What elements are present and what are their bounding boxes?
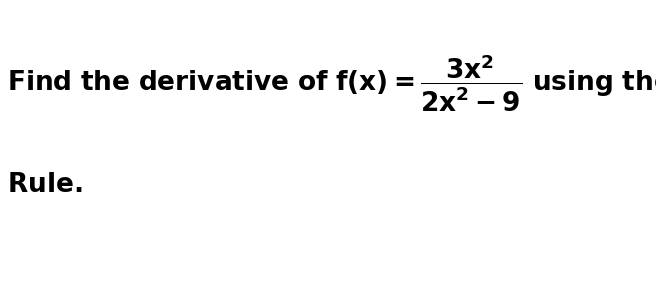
Text: $\bf{Find\ the\ derivative\ of\ } f(x) = \dfrac{3x^2}{2x^2-9}\ \bf{using\ the\ Q: $\bf{Find\ the\ derivative\ of\ } f(x) =… (7, 53, 656, 114)
Text: $\bf{Rule.}$: $\bf{Rule.}$ (7, 173, 83, 198)
